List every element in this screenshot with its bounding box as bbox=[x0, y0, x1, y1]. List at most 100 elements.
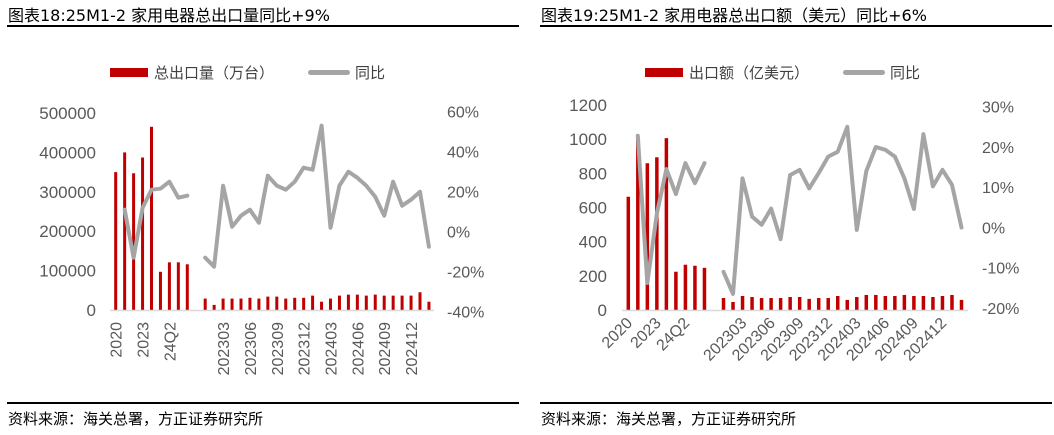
left-axis-tick-label: 600 bbox=[579, 199, 607, 218]
bar-202312 bbox=[302, 297, 306, 310]
left-axis-tick-label: 200 bbox=[579, 267, 607, 286]
bar-202502 bbox=[427, 301, 431, 310]
bar-202301 bbox=[203, 298, 207, 310]
bar-202306 bbox=[769, 298, 773, 310]
bar-202404 bbox=[337, 295, 341, 310]
left-axis-tick-label: 0 bbox=[598, 301, 607, 320]
chart-title-left: 图表18:25M1-2 家用电器总出口量同比+9% bbox=[8, 6, 330, 25]
bar-202309 bbox=[275, 296, 279, 310]
right-axis-tick-label: 0% bbox=[447, 225, 470, 242]
bar-202309 bbox=[797, 297, 802, 310]
bar-202405 bbox=[346, 294, 350, 310]
bar-202407 bbox=[364, 295, 368, 310]
left-axis-tick-label: 1000 bbox=[569, 130, 607, 149]
x-tick-label: 2020 bbox=[109, 322, 126, 358]
legend-left: 总出口量（万台） 同比 bbox=[110, 62, 385, 83]
bar-2022 bbox=[132, 173, 136, 310]
line-legend-swatch bbox=[843, 70, 886, 75]
bar-202306 bbox=[248, 297, 252, 310]
bar-202411 bbox=[931, 297, 935, 310]
bar-202305 bbox=[759, 298, 764, 310]
bar-202308 bbox=[788, 297, 792, 310]
bar-2023 bbox=[655, 157, 659, 310]
bar-202310 bbox=[807, 298, 811, 310]
bar-24Q2 bbox=[683, 264, 688, 310]
bar-24Q4 bbox=[702, 267, 707, 310]
right-axis-tick-label: 40% bbox=[447, 145, 479, 162]
bar-202405 bbox=[874, 294, 878, 310]
x-tick-label: 24Q2 bbox=[654, 315, 694, 355]
x-tick-label: 202403 bbox=[324, 322, 341, 375]
legend-bar-label: 出口额（亿美元） bbox=[689, 64, 810, 82]
bar-202307 bbox=[257, 298, 261, 310]
x-tick-label: 2023 bbox=[136, 322, 153, 358]
source-divider-right bbox=[540, 402, 1052, 404]
bar-202303 bbox=[740, 295, 745, 310]
bar-202310 bbox=[284, 298, 288, 310]
bar-202302 bbox=[731, 301, 735, 310]
right-axis-tick-label: 20% bbox=[447, 185, 479, 202]
bar-2020 bbox=[626, 196, 631, 310]
source-divider-left bbox=[7, 402, 519, 404]
bar-2024 bbox=[664, 138, 669, 310]
left-axis-tick-label: 300000 bbox=[39, 183, 96, 202]
right-axis-tick-label: -10% bbox=[982, 261, 1019, 278]
bar-2021 bbox=[123, 152, 127, 310]
bar-202407 bbox=[893, 295, 897, 310]
x-tick-label: 202412 bbox=[404, 322, 421, 375]
bar-202402 bbox=[845, 299, 850, 310]
bar-202411 bbox=[400, 295, 404, 310]
legend-line-label: 同比 bbox=[355, 64, 386, 82]
bar-2022 bbox=[645, 163, 650, 310]
right-axis-tick-label: -20% bbox=[982, 301, 1019, 318]
x-tick-label: 202409 bbox=[377, 322, 394, 375]
left-axis-tick-label: 200000 bbox=[39, 222, 96, 241]
bar-202403 bbox=[855, 297, 859, 310]
x-tick-label: 24Q2 bbox=[162, 322, 179, 361]
x-tick-label: 2020 bbox=[599, 315, 636, 352]
bar-202408 bbox=[902, 294, 907, 310]
bar-202406 bbox=[355, 294, 359, 310]
right-axis-tick-label: -20% bbox=[447, 265, 484, 282]
bar-202404 bbox=[864, 294, 869, 310]
bar-202502 bbox=[959, 299, 964, 310]
left-axis-tick-label: 400000 bbox=[39, 143, 96, 162]
bar-2020 bbox=[114, 172, 118, 310]
bar-202410 bbox=[921, 295, 926, 310]
bar-202304 bbox=[230, 298, 234, 310]
title-divider-right bbox=[540, 25, 1052, 27]
right-axis-tick-label: 20% bbox=[982, 140, 1014, 157]
bar-202307 bbox=[778, 298, 783, 310]
left-axis-tick-label: 1200 bbox=[569, 96, 607, 115]
bar-202406 bbox=[883, 295, 888, 310]
title-divider-left bbox=[7, 25, 519, 27]
bar-202305 bbox=[239, 298, 243, 310]
bar-202311 bbox=[293, 297, 297, 310]
legend-bar-label: 总出口量（万台） bbox=[154, 64, 275, 82]
bar-202401 bbox=[311, 295, 315, 310]
x-tick-label: 202306 bbox=[243, 322, 260, 375]
bar-202304 bbox=[750, 297, 754, 310]
bar-202402 bbox=[320, 301, 324, 310]
bar-202409 bbox=[382, 295, 386, 310]
bar-2023 bbox=[141, 157, 145, 310]
bar-202302 bbox=[212, 304, 216, 310]
yoy-line bbox=[635, 124, 964, 296]
bar-2021 bbox=[636, 139, 640, 310]
bar-202412 bbox=[940, 295, 945, 310]
line-legend-swatch bbox=[308, 70, 351, 75]
bar-202501 bbox=[418, 292, 422, 310]
bar-202501 bbox=[950, 294, 954, 310]
bar-202308 bbox=[266, 296, 270, 310]
right-axis-tick-label: 0% bbox=[982, 220, 1005, 237]
bar-24Q1 bbox=[674, 271, 678, 310]
bar-24Q3 bbox=[176, 262, 180, 310]
bar-2024 bbox=[150, 126, 153, 310]
left-axis-tick-label: 0 bbox=[87, 301, 96, 320]
left-axis-tick-label: 800 bbox=[579, 164, 607, 183]
bar-202303 bbox=[221, 298, 225, 310]
bar-202412 bbox=[409, 295, 413, 310]
left-axis-tick-label: 500000 bbox=[39, 104, 96, 123]
bar-202409 bbox=[912, 295, 916, 310]
left-axis-tick-label: 100000 bbox=[39, 262, 96, 281]
